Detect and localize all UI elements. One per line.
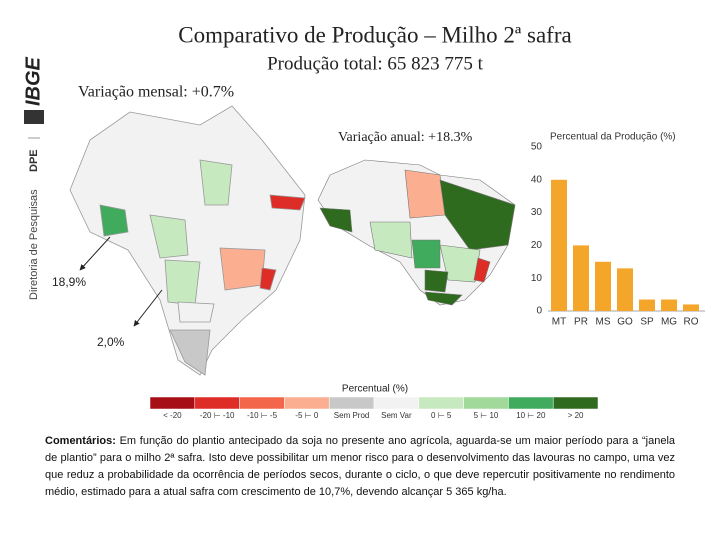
legend-swatch: [328, 396, 375, 410]
legend-label: 0 ⊢ 5: [431, 411, 452, 420]
legend-label: Sem Prod: [334, 411, 370, 420]
x-tick-label: MT: [552, 317, 566, 328]
x-tick-label: MS: [596, 317, 611, 328]
legend-swatch: [194, 396, 240, 410]
x-tick-label: PR: [574, 317, 588, 328]
legend-swatch: [239, 396, 285, 410]
callout: 18,9%: [52, 275, 86, 289]
canvas: Diretoria de Pesquisas DPE IBGE Comparat…: [22, 22, 705, 420]
bar: [661, 299, 677, 311]
bar: [595, 261, 611, 311]
y-tick-label: 40: [531, 174, 543, 185]
legend-label: -5 ⊢ 0: [295, 411, 319, 420]
bar: [551, 179, 567, 311]
bar: [639, 299, 655, 311]
annual-label: Variação anual: +18.3%: [338, 130, 473, 145]
x-tick-label: SP: [640, 317, 654, 328]
y-tick-label: 30: [531, 207, 543, 218]
legend-label: Sem Var: [381, 411, 412, 420]
map-annual: [317, 159, 516, 306]
chart-title: Percentual da Produção (%): [550, 132, 676, 143]
callout: 2,0%: [97, 335, 125, 349]
x-tick-label: GO: [617, 317, 633, 328]
dept: Diretoria de Pesquisas: [28, 189, 40, 300]
bar: [617, 268, 633, 311]
comments-text: Em função do plantio antecipado da soja …: [45, 435, 675, 498]
comments-label: Comentários:: [45, 435, 116, 447]
y-tick-label: 20: [531, 240, 543, 251]
sidebar: Diretoria de Pesquisas DPE IBGE: [22, 56, 44, 300]
legend-swatch: [373, 396, 420, 410]
bar: [573, 245, 589, 311]
legend-label: 5 ⊢ 10: [474, 411, 499, 420]
legend-label: 10 ⊢ 20: [516, 411, 546, 420]
monthly-label: Variação mensal: +0.7%: [78, 84, 234, 101]
legend-label: > 20: [568, 411, 584, 420]
legend-swatch: [418, 396, 464, 410]
y-tick-label: 10: [531, 273, 543, 284]
x-tick-label: RO: [684, 317, 699, 328]
legend-label: -10 ⊢ -5: [247, 411, 278, 420]
y-tick-label: 0: [536, 306, 542, 317]
legend-label: < -20: [163, 411, 182, 420]
comments: Comentários: Em função do plantio anteci…: [45, 433, 675, 501]
legend-swatch: [508, 396, 554, 410]
legend-swatch: [284, 396, 330, 410]
legend-title: Percentual (%): [342, 384, 408, 395]
org-logo: IBGE: [22, 56, 44, 106]
legend-swatch: [552, 396, 599, 410]
title: Comparativo de Produção – Milho 2ª safra: [178, 22, 571, 47]
legend-swatch: [149, 396, 196, 410]
y-tick-label: 50: [531, 142, 543, 153]
x-tick-label: MG: [661, 317, 677, 328]
subtitle: Produção total: 65 823 775 t: [267, 53, 484, 74]
dept-code: DPE: [28, 149, 40, 172]
legend-swatch: [463, 396, 509, 410]
bar: [683, 304, 699, 311]
legend-label: -20 ⊢ -10: [200, 411, 235, 420]
map-monthly: [69, 105, 306, 376]
